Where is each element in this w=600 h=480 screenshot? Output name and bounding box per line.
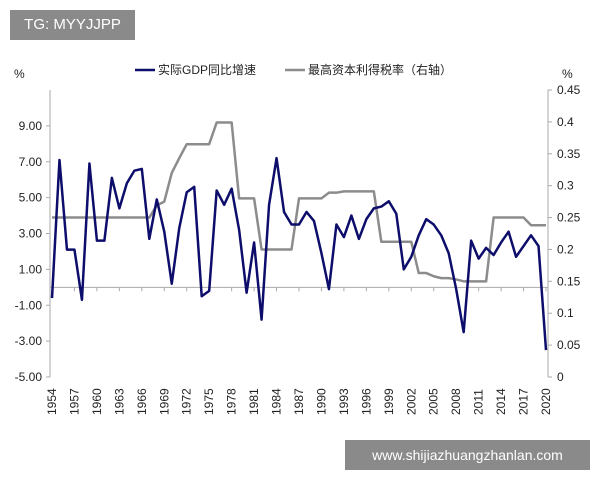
right-tick-label: 0.15 [557,274,581,288]
x-tick-label: 2020 [539,388,553,415]
gdp-growth-line [50,156,548,351]
x-tick-label: 1990 [314,388,328,415]
x-tick-label: 2017 [517,388,531,415]
x-tick-label: 1954 [45,388,59,415]
x-tick-label: 1969 [157,388,171,415]
x-tick-label: 1960 [90,388,104,415]
x-tick-label: 1996 [359,388,373,415]
right-tick-label: 0.2 [557,242,574,256]
x-tick-label: 2008 [449,388,463,415]
right-tick-label: 0.45 [557,83,581,97]
x-tick-label: 1984 [270,388,284,415]
left-unit: % [14,67,25,81]
right-tick-label: 0.1 [557,306,574,320]
x-tick-label: 2014 [494,388,508,415]
x-tick-label: 1978 [225,388,239,415]
right-tick-label: 0.35 [557,147,581,161]
left-tick-label: -5.00 [15,370,43,384]
site-watermark: www.shijiazhuangzhanlan.com [345,440,590,470]
x-tick-label: 1987 [292,388,306,415]
x-tick-label: 2005 [427,388,441,415]
legend-label: 最高资本利得税率（右轴） [308,62,452,77]
x-tick-label: 1963 [112,388,126,415]
x-tick-label: 1972 [180,388,194,415]
right-tick-label: 0.3 [557,179,574,193]
left-tick-label: 3.00 [19,227,43,241]
x-tick-label: 1981 [247,388,261,415]
x-tick-label: 1975 [202,388,216,415]
left-tick-label: -3.00 [15,334,43,348]
left-tick-label: 9.00 [19,119,43,133]
x-tick-label: 2011 [472,389,486,415]
x-tick-label: 1993 [337,388,351,415]
legend-label: 实际GDP同比增速 [158,62,256,77]
right-tick-label: 0 [557,370,564,384]
left-tick-label: 7.00 [19,155,43,169]
right-tick-label: 0.4 [557,115,574,129]
x-tick-label: 1957 [67,388,81,415]
right-unit: % [562,67,573,81]
left-tick-label: -1.00 [15,298,43,312]
watermark: TG: MYYJJPP [10,10,135,40]
left-tick-label: 1.00 [19,262,43,276]
left-tick-label: 5.00 [19,191,43,205]
tax-rate-line [52,121,546,283]
right-tick-label: 0.25 [557,211,581,225]
x-tick-label: 1966 [135,388,149,415]
x-tick-label: 1999 [382,388,396,415]
x-tick-label: 2002 [404,388,418,415]
right-tick-label: 0.05 [557,338,581,352]
